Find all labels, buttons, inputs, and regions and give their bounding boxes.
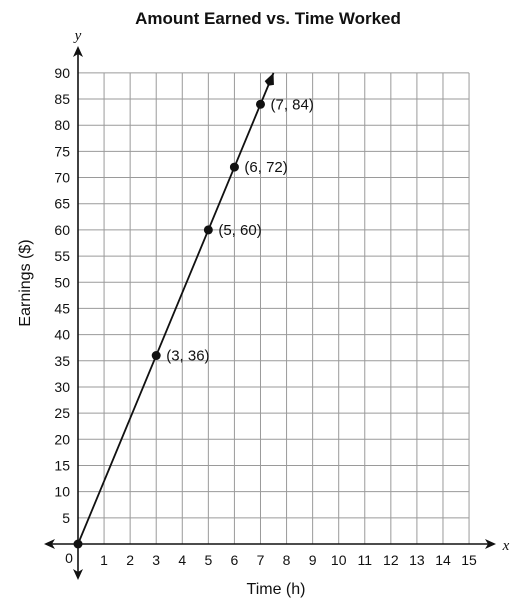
x-tick-label: 13	[409, 552, 425, 568]
axes	[44, 46, 496, 580]
y-axis-label: Earnings ($)	[17, 239, 34, 326]
x-tick-label: 15	[461, 552, 477, 568]
y-tick-label: 10	[54, 484, 70, 500]
x-axis-arrow-right	[485, 539, 496, 549]
y-tick-label: 80	[54, 117, 70, 133]
y-tick-label: 65	[54, 196, 70, 212]
x-tick-label: 11	[357, 552, 372, 568]
data-point-label: (5, 60)	[218, 222, 261, 239]
y-tick-label: 75	[54, 143, 70, 159]
y-axis-variable: y	[73, 28, 82, 44]
data-point	[73, 539, 83, 549]
data-point	[151, 351, 161, 361]
data-point-label: (7, 84)	[270, 96, 313, 113]
x-axis-arrow-left	[44, 539, 55, 549]
y-tick-label: 30	[54, 379, 70, 395]
y-tick-label: 40	[54, 327, 70, 343]
y-tick-label: 15	[54, 457, 70, 473]
y-tick-label: 5	[62, 510, 70, 526]
y-tick-label: 25	[54, 405, 70, 421]
y-tick-label: 70	[54, 170, 70, 186]
data-point	[203, 225, 213, 235]
x-tick-label: 12	[383, 552, 399, 568]
x-tick-label: 1	[100, 552, 108, 568]
series: (3, 36) (5, 60) (6, 72) (7, 84)	[73, 72, 314, 549]
x-tick-label: 14	[435, 552, 451, 568]
grid	[78, 72, 470, 544]
x-tick-label: 4	[178, 552, 186, 568]
y-tick-label: 50	[54, 274, 70, 290]
x-tick-label: 10	[331, 552, 347, 568]
data-point-label: (3, 36)	[166, 348, 209, 365]
x-axis-label: Time (h)	[247, 581, 306, 598]
data-point	[255, 99, 265, 109]
x-tick-label: 6	[231, 552, 239, 568]
data-point-label: (6, 72)	[244, 159, 287, 176]
y-axis-arrow-up	[73, 46, 83, 57]
y-tick-label: 85	[54, 91, 70, 107]
y-tick-label: 20	[54, 431, 70, 447]
x-tick-label: 3	[152, 552, 160, 568]
origin-label: 0	[65, 550, 73, 566]
x-axis-variable: x	[502, 538, 510, 554]
y-axis-arrow-down	[73, 569, 83, 580]
x-tick-label: 7	[257, 552, 265, 568]
y-tick-label: 60	[54, 222, 70, 238]
series-line	[77, 72, 275, 545]
x-tick-label: 9	[309, 552, 317, 568]
y-tick-label: 45	[54, 300, 70, 316]
tick-labels: 1 2 3 4 5 6 7 8 9 10 11 12 13 14 155101520253035404550…	[54, 65, 477, 568]
x-tick-label: 8	[283, 552, 291, 568]
series-line-arrow	[264, 72, 274, 86]
x-tick-label: 2	[126, 552, 134, 568]
y-tick-label: 55	[54, 248, 70, 264]
x-tick-label: 5	[204, 552, 212, 568]
y-tick-label: 90	[54, 65, 70, 81]
chart-title: Amount Earned vs. Time Worked	[135, 9, 401, 28]
data-point	[229, 162, 239, 172]
y-tick-label: 35	[54, 353, 70, 369]
